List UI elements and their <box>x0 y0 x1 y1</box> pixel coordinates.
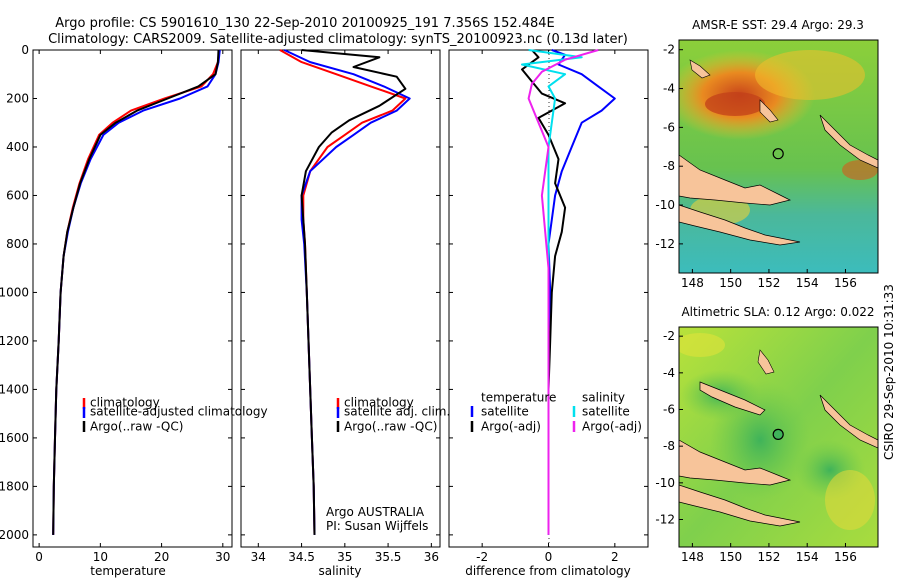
difference-xtick-label: -2 <box>476 550 488 564</box>
salinity-frame <box>240 49 441 548</box>
sst-map-lat-label: -4 <box>663 82 675 96</box>
salinity-xtick-label: 36 <box>424 550 439 564</box>
sst-map-title: AMSR-E SST: 29.4 Argo: 29.3 <box>692 18 864 32</box>
sst-map-lat-label: -12 <box>655 237 675 251</box>
temperature-series-argo <box>52 49 220 535</box>
csiro-timestamp: CSIRO 29-Sep-2010 10:31:33 <box>882 284 896 460</box>
temperature-series-satellite-adjusted <box>52 49 221 535</box>
legend-climatology: climatology <box>90 396 160 410</box>
legend-sal-argo: Argo(-adj) <box>582 420 642 434</box>
depth-tick-label: 1600 <box>0 431 29 445</box>
sla-map-title: Altimetric SLA: 0.12 Argo: 0.022 <box>681 305 874 319</box>
depth-tick-label: 400 <box>6 140 29 154</box>
temperature-legend: climatology satellite-adjusted climatolo… <box>82 396 268 434</box>
sst-land-new-britain <box>679 154 792 206</box>
sst-map-lon-label: 150 <box>719 276 742 290</box>
temperature-xlabel: temperature <box>90 564 165 578</box>
sla-field <box>679 327 878 547</box>
depth-tick-label: 1800 <box>0 479 29 493</box>
title-line1: Argo profile: CS 5901610_130 22-Sep-2010… <box>55 16 555 31</box>
salinity-xtick-label: 34.5 <box>288 550 315 564</box>
sst-map-panel: AMSR-E SST: 29.4 Argo: 29.3 <box>655 18 879 290</box>
legend-temp-argo: Argo(-adj) <box>481 420 541 434</box>
legend-temp-satellite: satellite <box>481 405 529 419</box>
sla-map-argo-marker <box>772 428 784 440</box>
sla-land-png <box>679 484 801 527</box>
difference-xtick-label: 0 <box>545 550 553 564</box>
sal-legend-satellite: satellite adj. clim. <box>344 405 450 419</box>
salinity-xtick-label: 35 <box>337 550 352 564</box>
depth-tick-label: 1400 <box>0 382 29 396</box>
sla-map-panel: Altimetric SLA: 0.12 Argo: 0.022 148 150 1… <box>655 305 879 564</box>
temperature-frame <box>32 49 233 548</box>
sla-map-lat-label: -6 <box>663 403 675 417</box>
sla-map-lat-label: -2 <box>663 329 675 343</box>
temperature-xtick-label: 30 <box>215 550 230 564</box>
temperature-panel: 0 10 20 30 0 200 400 600 800 1000 1200 1400 1600 1800… <box>0 43 268 578</box>
legend-temp-title: temperature <box>481 391 556 405</box>
sst-map-lat-label: -2 <box>663 43 675 57</box>
depth-tick-label: 800 <box>6 237 29 251</box>
sla-map-lon-label: 154 <box>796 550 819 564</box>
depth-tick-label: 600 <box>6 188 29 202</box>
difference-legend: temperature satellite Argo(-adj) salinit… <box>470 391 642 434</box>
depth-tick-label: 1200 <box>0 334 29 348</box>
temperature-xtick-label: 10 <box>93 550 108 564</box>
sst-map-lon-label: 154 <box>796 276 819 290</box>
annotation-pi: PI: Susan Wijffels <box>326 519 428 533</box>
salinity-series-argo <box>300 49 407 535</box>
sst-map-lat-label: -6 <box>663 120 675 134</box>
depth-tick-label: 2000 <box>0 528 29 542</box>
temperature-series-climatology <box>52 49 221 535</box>
sla-map-lat-label: -8 <box>663 439 675 453</box>
sla-land-new-britain <box>679 439 792 486</box>
sst-field <box>679 40 878 273</box>
sla-map-lon-label: 150 <box>719 550 742 564</box>
difference-xtick-label: 2 <box>611 550 619 564</box>
sla-map-lon-label: 148 <box>681 550 704 564</box>
salinity-panel: 34 34.5 35 35.5 36 climatology satellite adj… <box>240 49 450 578</box>
sst-map-lon-label: 152 <box>757 276 780 290</box>
sst-map-lon-label: 148 <box>681 276 704 290</box>
legend-argo: Argo(..raw -QC) <box>90 420 183 434</box>
annotation-argo-australia: Argo AUSTRALIA <box>326 505 425 519</box>
sst-map-lat-label: -10 <box>655 198 675 212</box>
sla-map-lat-label: -4 <box>663 366 675 380</box>
depth-tick-label: 200 <box>6 91 29 105</box>
sal-legend-climatology: climatology <box>344 396 414 410</box>
difference-series-salinity-argo <box>527 49 599 535</box>
sst-land-png <box>679 204 801 246</box>
difference-xlabel: difference from climatology <box>465 564 631 578</box>
temperature-xtick-label: 20 <box>154 550 169 564</box>
sst-map-frame <box>678 39 879 274</box>
difference-panel: -2 0 2 temperature satellite Argo(-adj) sa… <box>448 49 649 578</box>
salinity-xtick-label: 34 <box>251 550 266 564</box>
sla-map-lon-label: 156 <box>834 550 857 564</box>
legend-satellite: satellite-adjusted climatology <box>90 405 268 419</box>
sst-map-lat-label: -8 <box>663 159 675 173</box>
sst-map-argo-marker <box>772 148 784 160</box>
depth-tick-label: 0 <box>21 43 29 57</box>
difference-series-temperature-satellite <box>547 49 616 535</box>
depth-tick-label: 1000 <box>0 285 29 299</box>
sla-map-lat-label: -12 <box>655 513 675 527</box>
title-line2: Climatology: CARS2009. Satellite-adjuste… <box>48 32 628 47</box>
temperature-xtick-label: 0 <box>35 550 43 564</box>
sal-legend-argo: Argo(..raw -QC) <box>344 420 437 434</box>
salinity-xlabel: salinity <box>318 564 361 578</box>
sst-map-lon-label: 156 <box>834 276 857 290</box>
legend-sal-title: salinity <box>582 391 625 405</box>
sla-map-frame <box>678 326 879 548</box>
difference-series-temperature-argo <box>521 49 567 535</box>
sla-map-lon-label: 152 <box>757 550 780 564</box>
legend-sal-satellite: satellite <box>582 405 630 419</box>
salinity-legend: climatology satellite adj. clim. Argo(..… <box>336 396 450 434</box>
salinity-xtick-label: 35.5 <box>375 550 402 564</box>
salinity-series-climatology <box>279 49 407 535</box>
sla-map-lat-label: -10 <box>655 476 675 490</box>
